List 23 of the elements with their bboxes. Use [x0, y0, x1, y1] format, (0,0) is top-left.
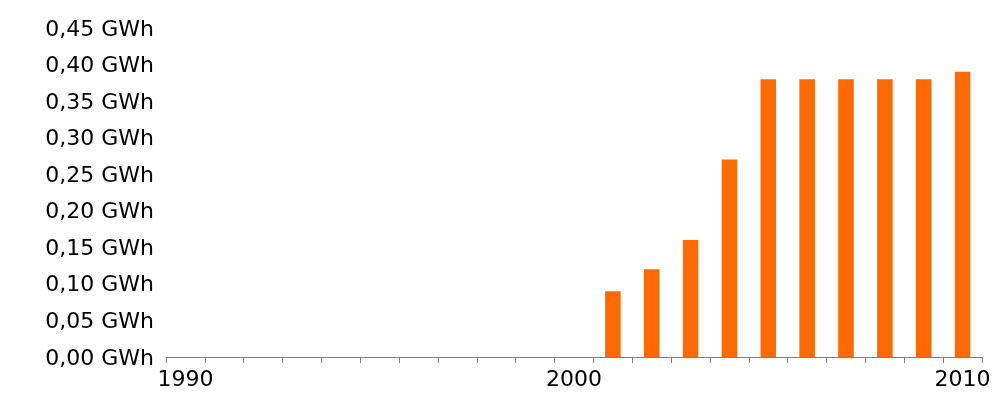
y-tick-label: 0,10 GWh [45, 271, 154, 297]
bar [954, 71, 971, 357]
bar [721, 159, 738, 357]
bar [915, 79, 932, 357]
bar [682, 240, 699, 357]
y-tick-label: 0,25 GWh [45, 161, 154, 187]
x-tick-label: 2000 [546, 365, 602, 391]
bar [643, 269, 660, 357]
bar [877, 79, 893, 357]
x-tick-label: 1990 [157, 365, 214, 391]
y-tick-label: 0,30 GWh [45, 125, 154, 151]
y-tick-label: 0,45 GWh [45, 15, 154, 41]
x-tick-label: 2010 [934, 365, 991, 391]
y-tick-label: 0,40 GWh [45, 52, 154, 78]
y-tick-label: 0,05 GWh [45, 307, 154, 333]
bar [799, 79, 815, 357]
y-tick-label: 0,15 GWh [45, 234, 154, 260]
y-tick-label: 0,00 GWh [45, 344, 154, 370]
y-tick-label: 0,35 GWh [45, 88, 154, 114]
bar [760, 79, 777, 357]
bar [605, 291, 621, 357]
bar [838, 79, 854, 357]
y-tick-label: 0,20 GWh [45, 198, 154, 224]
